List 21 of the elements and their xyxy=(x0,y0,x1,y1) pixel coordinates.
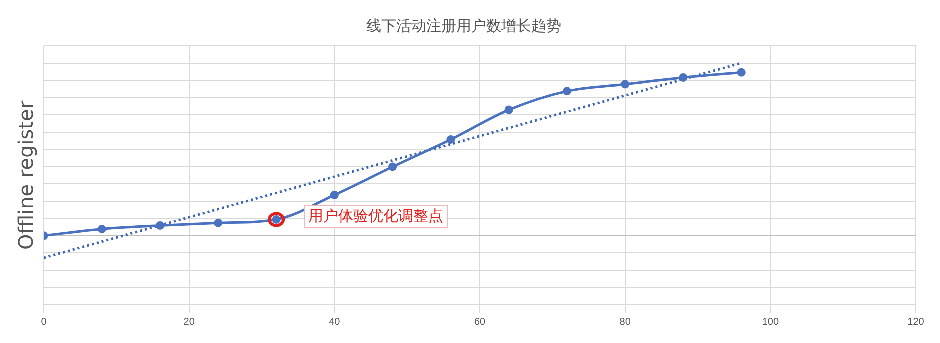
point xyxy=(214,218,223,228)
point xyxy=(388,162,398,172)
x-tick-label: 60 xyxy=(474,316,486,328)
point xyxy=(737,68,746,77)
x-tick-label: 120 xyxy=(908,316,925,328)
x-tick-label: 0 xyxy=(41,316,48,328)
point xyxy=(504,106,514,114)
point xyxy=(330,190,339,200)
annotation: 用户体验优化调整点 xyxy=(308,207,444,226)
point xyxy=(562,87,572,96)
x-tick-label: 20 xyxy=(184,316,196,328)
point xyxy=(446,136,456,144)
y-axis-title: Offline register xyxy=(14,100,38,250)
point xyxy=(156,221,165,230)
point xyxy=(679,74,688,82)
point xyxy=(98,224,106,234)
x-tick-label: 100 xyxy=(762,316,780,328)
x-tick-label: 80 xyxy=(620,316,632,328)
point xyxy=(621,80,630,89)
x-tick-label: 40 xyxy=(329,316,341,328)
chart-title: 线下活动注册用户数增长趋势 xyxy=(366,16,562,35)
